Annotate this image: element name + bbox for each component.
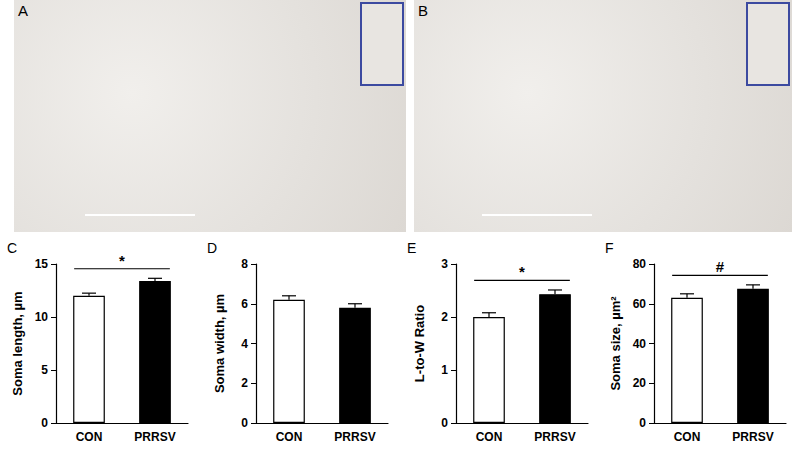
svg-text:*: * — [119, 252, 125, 269]
svg-text:6: 6 — [241, 297, 248, 311]
svg-text:3: 3 — [441, 257, 448, 271]
svg-text:40: 40 — [633, 337, 647, 351]
svg-text:C: C — [7, 240, 17, 256]
svg-text:PRRSV: PRRSV — [534, 430, 575, 444]
svg-text:L-to-W Ratio: L-to-W Ratio — [412, 305, 427, 382]
svg-text:20: 20 — [633, 376, 647, 390]
svg-text:0: 0 — [241, 416, 248, 430]
svg-text:10: 10 — [35, 310, 49, 324]
html-text:A: A — [18, 2, 28, 19]
svg-text:CON: CON — [674, 430, 701, 444]
svg-text:2: 2 — [241, 376, 248, 390]
svg-text:F: F — [605, 240, 614, 256]
svg-text:CON: CON — [476, 430, 503, 444]
svg-text:5: 5 — [41, 363, 48, 377]
svg-text:15: 15 — [35, 257, 49, 271]
svg-text:4: 4 — [241, 337, 248, 351]
svg-text:Soma size, µm²: Soma size, µm² — [608, 296, 623, 391]
svg-text:PRRSV: PRRSV — [134, 430, 175, 444]
svg-text:0: 0 — [441, 416, 448, 430]
svg-text:0: 0 — [639, 416, 646, 430]
svg-text:80: 80 — [633, 257, 647, 271]
svg-text:0: 0 — [41, 416, 48, 430]
svg-text:CON: CON — [76, 430, 103, 444]
svg-text:PRRSV: PRRSV — [732, 430, 773, 444]
svg-text:60: 60 — [633, 297, 647, 311]
svg-text:2: 2 — [441, 310, 448, 324]
svg-text:Soma width, µm: Soma width, µm — [212, 294, 227, 393]
svg-text:#: # — [716, 258, 725, 275]
svg-text:1: 1 — [441, 363, 448, 377]
svg-text:CON: CON — [276, 430, 303, 444]
svg-text:*: * — [519, 263, 525, 280]
svg-text:Soma length, µm: Soma length, µm — [10, 291, 25, 395]
svg-text:D: D — [207, 240, 217, 256]
svg-text:8: 8 — [241, 257, 248, 271]
svg-text:PRRSV: PRRSV — [334, 430, 375, 444]
svg-text:E: E — [407, 240, 416, 256]
html-text:B: B — [418, 2, 428, 19]
